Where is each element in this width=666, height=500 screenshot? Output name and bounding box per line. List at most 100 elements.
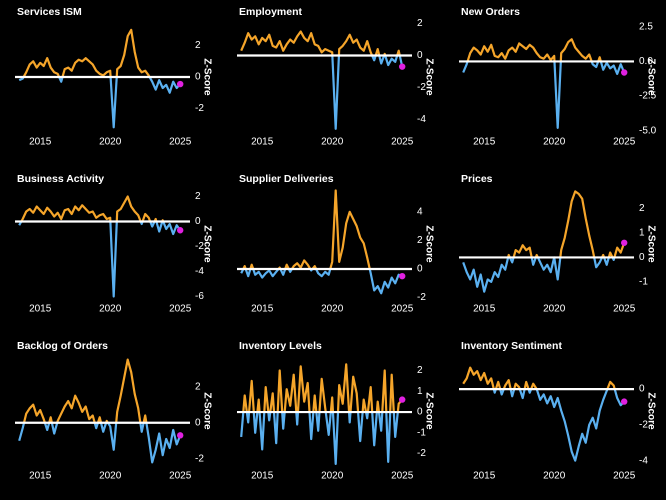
panel: Supplier Deliveries -2 0 2 4 2015 2020 2025 Z-Sc… [237, 173, 434, 315]
series-line [18, 358, 182, 464]
y-tick-label: 0 [639, 384, 645, 395]
panel-title: Backlog of Orders [17, 340, 108, 352]
y-tick-label: -1 [639, 277, 648, 288]
y-tick-label: -2 [417, 82, 426, 93]
panel-title: New Orders [461, 6, 520, 18]
series-line [18, 28, 182, 129]
x-tick-label: 2015 [251, 304, 274, 315]
panel-title: Supplier Deliveries [239, 173, 334, 185]
y-axis-label: Z-Score [201, 225, 212, 263]
series-line [462, 190, 626, 293]
panel-title: Business Activity [17, 173, 104, 185]
x-tick-label: 2015 [29, 304, 52, 315]
x-tick-label: 2025 [613, 304, 636, 315]
y-axis-label: Z-Score [201, 58, 212, 96]
latest-marker [399, 396, 406, 403]
y-tick-label: -4 [417, 114, 426, 125]
y-tick-label: 2 [417, 18, 423, 29]
y-tick-label: 2 [417, 235, 423, 246]
panel-title: Services ISM [17, 6, 82, 18]
y-tick-label: 2 [195, 381, 201, 392]
y-tick-label: -2 [417, 292, 426, 303]
panel: New Orders -5.0 -2.5 0.0 2.5 2015 2020 2025 Z-Sc… [459, 6, 657, 148]
y-axis-label: Z-Score [423, 58, 434, 96]
y-tick-label: -2 [195, 103, 204, 114]
y-axis-label: Z-Score [645, 58, 656, 96]
panel: Prices -1 0 1 2 2015 2020 2025 Z-Score [459, 173, 656, 315]
latest-marker [621, 239, 628, 246]
panel-title: Prices [461, 173, 493, 185]
y-tick-label: -2 [195, 241, 204, 252]
x-tick-label: 2015 [251, 137, 274, 148]
x-tick-label: 2020 [321, 471, 344, 482]
x-tick-label: 2015 [473, 471, 496, 482]
panel-title: Inventory Levels [239, 340, 322, 352]
y-tick-label: -5.0 [639, 125, 657, 136]
y-tick-label: 0 [195, 417, 201, 428]
y-tick-label: -6 [195, 291, 204, 302]
panel-title: Employment [239, 6, 303, 18]
x-tick-label: 2020 [543, 137, 566, 148]
y-axis-label: Z-Score [423, 225, 434, 263]
y-tick-label: 2 [417, 365, 423, 376]
y-tick-label: 2.5 [639, 21, 653, 32]
y-tick-label: -2 [417, 448, 426, 459]
panel: Employment -4 -2 0 2 2015 2020 2025 Z-Score [237, 6, 434, 148]
x-tick-label: 2020 [99, 137, 122, 148]
panel: Inventory Sentiment -4 -2 0 2015 2020 2025 Z-Sc… [459, 340, 656, 482]
panel: Inventory Levels -2 -1 0 1 2 2015 2020 2025 Z-Sco… [237, 340, 434, 482]
panel-title: Inventory Sentiment [461, 340, 562, 352]
latest-marker [399, 272, 406, 280]
y-tick-label: 0 [639, 252, 645, 263]
x-tick-label: 2015 [473, 304, 496, 315]
series-line [240, 189, 403, 295]
latest-marker [177, 432, 184, 439]
y-axis-label: Z-Score [645, 225, 656, 263]
x-tick-label: 2015 [251, 471, 274, 482]
series-line [18, 195, 182, 298]
x-tick-label: 2020 [99, 304, 122, 315]
latest-marker [621, 69, 628, 76]
y-tick-label: 4 [417, 206, 423, 217]
x-tick-label: 2020 [543, 471, 566, 482]
y-tick-label: -2 [639, 420, 648, 431]
y-tick-label: 1 [639, 228, 645, 239]
y-tick-label: -2.5 [639, 91, 657, 102]
x-tick-label: 2025 [169, 304, 192, 315]
x-tick-label: 2025 [391, 304, 414, 315]
x-tick-label: 2025 [613, 137, 636, 148]
y-tick-label: -4 [639, 455, 648, 466]
y-axis-label: Z-Score [645, 392, 656, 430]
y-axis-label: Z-Score [423, 392, 434, 430]
panel: Business Activity -6 -4 -2 0 2 2015 2020 2025 Z-S… [15, 173, 212, 315]
x-tick-label: 2025 [169, 137, 192, 148]
latest-marker [621, 398, 628, 405]
panel: Backlog of Orders -2 0 2 2015 2020 2025 Z-Score [15, 340, 212, 482]
latest-marker [177, 80, 184, 88]
x-tick-label: 2020 [321, 304, 344, 315]
latest-marker [399, 63, 406, 70]
x-tick-label: 2015 [29, 471, 52, 482]
x-tick-label: 2020 [321, 137, 344, 148]
x-tick-label: 2025 [391, 137, 414, 148]
y-tick-label: -2 [195, 453, 204, 464]
y-axis-label: Z-Score [201, 392, 212, 430]
y-tick-label: 2 [195, 191, 201, 202]
series-line [462, 38, 626, 129]
series-line [462, 366, 625, 462]
y-tick-label: 2 [195, 40, 201, 51]
x-tick-label: 2020 [99, 471, 122, 482]
y-tick-label: -1 [417, 427, 426, 438]
y-tick-label: 0 [417, 407, 423, 418]
latest-marker [177, 227, 184, 234]
y-tick-label: 0 [195, 72, 201, 83]
series-line [240, 363, 404, 466]
x-tick-label: 2015 [29, 137, 52, 148]
y-tick-label: 0 [195, 216, 201, 227]
x-tick-label: 2020 [543, 304, 566, 315]
panel: Services ISM -2 0 2 2015 2020 2025 Z-Score [15, 6, 212, 148]
y-tick-label: 0 [417, 50, 423, 61]
y-tick-label: 0 [417, 264, 423, 275]
